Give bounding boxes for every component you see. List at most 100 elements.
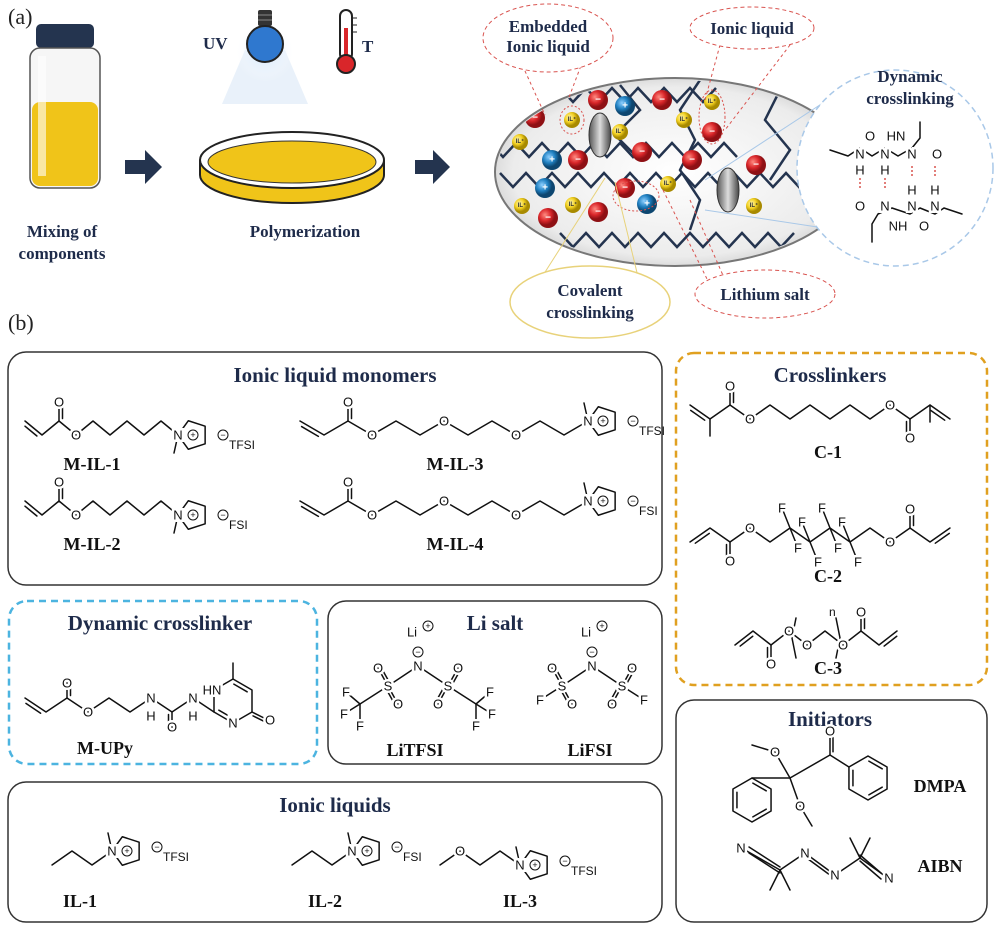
fsi-anion-label: FSI — [229, 518, 248, 532]
polymer-chain — [499, 171, 852, 189]
dmpa-structure: O O O — [732, 721, 888, 827]
anion-particle-label: − — [575, 155, 581, 166]
m-il-1-structure: O O N + −TFSI — [24, 392, 255, 454]
atom-n: N — [413, 659, 422, 674]
fluorine: F — [640, 693, 648, 708]
anion-particle-label: − — [532, 113, 538, 124]
anion-particle — [652, 90, 672, 110]
polymer-chain — [559, 231, 795, 249]
pyrrolidinium-ring — [177, 499, 206, 531]
plus-charge-icon — [121, 845, 133, 857]
plus-charge-sign: + — [532, 860, 537, 870]
backbone — [539, 665, 645, 701]
atom-n: N — [800, 846, 809, 861]
fsi-anion-label: FSI — [639, 504, 658, 518]
atom-o: O — [745, 412, 755, 427]
il-particle-label: IL⁺ — [518, 202, 527, 209]
plus-charge-icon — [422, 620, 434, 632]
atom-o: O — [62, 676, 72, 691]
triple-bond — [748, 852, 781, 874]
double-bond — [233, 683, 248, 693]
lithium: Li — [581, 625, 591, 640]
c-f-bond — [345, 691, 361, 705]
anion-particle — [588, 90, 608, 110]
atom-s: S — [558, 679, 567, 694]
initiators-box — [675, 699, 988, 923]
double-bond — [739, 635, 754, 647]
plus-charge-sign: + — [190, 510, 195, 520]
plus-charge-icon — [361, 845, 373, 857]
m-il-2-label: M-IL-2 — [64, 534, 121, 554]
anion-particle-label: − — [545, 213, 551, 224]
temperature-label: T — [362, 37, 374, 56]
carbonyl-bond — [251, 711, 269, 721]
plus-charge-icon — [596, 620, 608, 632]
cation-particle — [542, 150, 562, 170]
atom-h: H — [930, 183, 939, 198]
atom-h: H — [855, 163, 864, 178]
atom-n: N — [736, 841, 745, 856]
il-3-label: IL-3 — [503, 891, 537, 911]
nitrogen: N — [173, 428, 182, 443]
anion-particle — [568, 150, 588, 170]
dynamic-crosslink-icon — [716, 167, 740, 213]
ether-oxygen: O — [367, 428, 377, 443]
atom-o: O — [627, 661, 637, 676]
double-bond — [218, 709, 233, 719]
minus-charge-icon — [559, 855, 571, 867]
fluorine: F — [340, 707, 348, 722]
benzene-ring — [848, 755, 888, 801]
c-1-label: C-1 — [814, 442, 842, 462]
atom-o: O — [802, 638, 812, 653]
il-particle — [514, 198, 530, 214]
crosslinkers-title: Crosslinkers — [774, 363, 887, 387]
minus-charge-icon — [586, 646, 598, 658]
mixing-label-line1: Mixing of — [27, 222, 98, 241]
tfsi-anion-label: TFSI — [639, 424, 665, 438]
nitrogen: N — [347, 844, 356, 859]
ether-oxygen: O — [439, 414, 449, 429]
atom-hn: HN — [887, 129, 906, 144]
atom-n: N — [880, 199, 889, 214]
atom-n: N — [907, 199, 916, 214]
il-particle-label: IL⁺ — [616, 128, 625, 135]
atom-h: H — [907, 183, 916, 198]
anion-particle — [682, 150, 702, 170]
il-particle-label: IL⁺ — [569, 201, 578, 208]
ionic-liquids-title: Ionic liquids — [279, 793, 390, 817]
chain — [24, 500, 179, 516]
atom-o: O — [745, 521, 755, 536]
methyl — [347, 832, 353, 852]
methyl — [515, 846, 521, 866]
anion-particle-label: − — [595, 95, 601, 106]
il-1-label: IL-1 — [63, 891, 97, 911]
s-o-bond — [377, 667, 389, 687]
anion-particle-label: − — [595, 207, 601, 218]
il-1-structure: N + −TFSI — [51, 832, 189, 867]
initiators-title: Initiators — [788, 707, 872, 731]
atom-o: O — [547, 661, 557, 676]
nitrogen: N — [583, 494, 592, 509]
bracket-right — [835, 617, 841, 659]
minus-charge-sign: − — [220, 430, 225, 440]
minus-charge-icon — [217, 429, 229, 441]
m-upy-label: M-UPy — [77, 738, 133, 758]
minus-charge-icon — [391, 841, 403, 853]
ether-oxygen: O — [511, 428, 521, 443]
callout-ionic-liquid — [689, 6, 815, 50]
repeat-unit-n: n — [829, 605, 836, 619]
panel-label-a: (a) — [8, 4, 32, 29]
upy-bottom — [871, 207, 963, 243]
ether-oxygen: O — [71, 508, 81, 523]
network-contents: − IL⁺ IL⁺ + − − + IL⁺ − − IL⁺ IL⁺ − + IL⁺ − IL⁺ − − + IL⁺ − − I… — [497, 80, 852, 249]
uv-lamp-icon — [222, 10, 308, 104]
atom-o: O — [770, 745, 780, 760]
chain — [24, 697, 215, 713]
anion-particle — [632, 142, 652, 162]
atom-o: O — [919, 219, 929, 234]
dmpa-label: DMPA — [914, 776, 967, 796]
